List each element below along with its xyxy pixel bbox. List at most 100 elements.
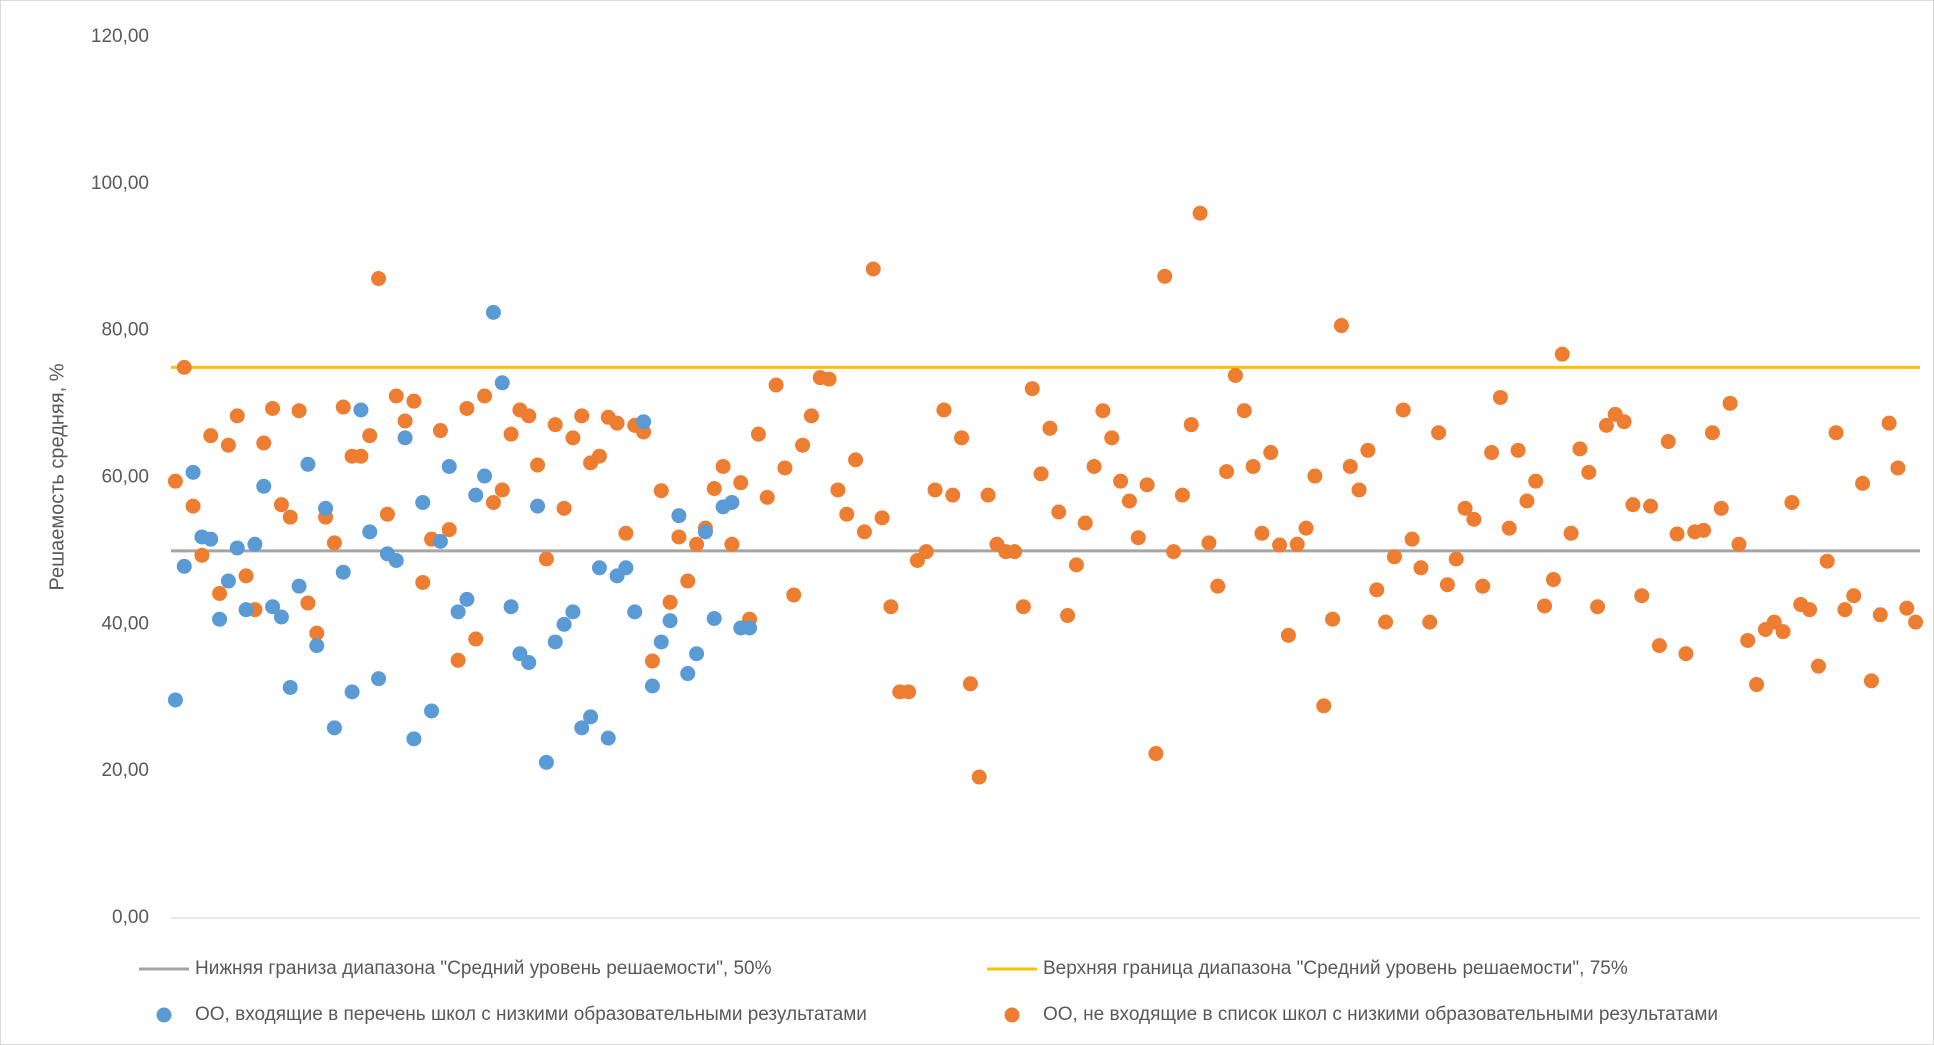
- legend-label: ОО, не входящие в список школ с низкими …: [1043, 1004, 1718, 1025]
- scatter-point: [335, 399, 351, 415]
- scatter-point: [459, 400, 475, 416]
- scatter-point: [1157, 268, 1173, 284]
- scatter-point: [1899, 600, 1915, 616]
- scatter-point: [256, 435, 272, 451]
- scatter-point: [503, 426, 519, 442]
- scatter-point: [662, 594, 678, 610]
- scatter-point: [1775, 624, 1791, 640]
- scatter-point: [441, 458, 457, 474]
- scatter-point: [1280, 627, 1296, 643]
- scatter-point: [1201, 535, 1217, 551]
- scatter-point: [574, 408, 590, 424]
- scatter-point: [371, 671, 387, 687]
- scatter-point: [680, 573, 696, 589]
- scatter-point: [1121, 493, 1137, 509]
- scatter-point: [936, 402, 952, 418]
- scatter-point: [229, 408, 245, 424]
- y-tick-label: 20,00: [101, 760, 149, 781]
- scatter-point: [344, 684, 360, 700]
- scatter-point: [477, 468, 493, 484]
- legend-swatch: [156, 1007, 172, 1023]
- scatter-point: [1704, 425, 1720, 441]
- scatter-point: [1033, 466, 1049, 482]
- scatter-point: [477, 388, 493, 404]
- scatter-point: [1545, 572, 1561, 588]
- scatter-point: [300, 456, 316, 472]
- scatter-point: [636, 414, 652, 430]
- scatter-point: [362, 524, 378, 540]
- scatter-point: [750, 426, 766, 442]
- scatter-point: [1846, 588, 1862, 604]
- scatter-point: [1254, 525, 1270, 541]
- scatter-point: [1908, 614, 1924, 630]
- scatter-point: [326, 720, 342, 736]
- y-tick-label: 80,00: [101, 320, 149, 341]
- scatter-point: [830, 482, 846, 498]
- scatter-point: [1740, 632, 1756, 648]
- scatter-point: [609, 415, 625, 431]
- scatter-point: [821, 371, 837, 387]
- scatter-point: [1024, 381, 1040, 397]
- scatter-point: [1872, 607, 1888, 623]
- scatter-point: [353, 448, 369, 464]
- scatter-point: [1563, 525, 1579, 541]
- scatter-point: [786, 587, 802, 603]
- scatter-point: [1537, 598, 1553, 614]
- scatter-point: [1369, 582, 1385, 598]
- scatter-point: [1484, 445, 1500, 461]
- scatter-point: [432, 533, 448, 549]
- scatter-point: [600, 730, 616, 746]
- scatter-point: [618, 525, 634, 541]
- scatter-point: [1696, 522, 1712, 538]
- scatter-point: [777, 460, 793, 476]
- scatter-point: [1643, 498, 1659, 514]
- scatter-point: [768, 377, 784, 393]
- scatter-point: [1351, 482, 1367, 498]
- scatter-point: [1113, 473, 1129, 489]
- scatter-point: [1722, 395, 1738, 411]
- scatter-point: [326, 535, 342, 551]
- scatter-point: [282, 679, 298, 695]
- scatter-point: [1342, 458, 1358, 474]
- scatter-point: [927, 482, 943, 498]
- scatter-point: [494, 482, 510, 498]
- scatter-point: [388, 552, 404, 568]
- scatter-point: [618, 560, 634, 576]
- scatter-point: [538, 754, 554, 770]
- scatter-point: [1519, 493, 1535, 509]
- scatter-point: [856, 524, 872, 540]
- scatter-point: [432, 423, 448, 439]
- legend-label: Нижняя граниза диапазона "Средний уровен…: [195, 958, 772, 979]
- scatter-point: [247, 536, 263, 552]
- scatter-point: [1528, 473, 1544, 489]
- scatter-point: [1395, 402, 1411, 418]
- scatter-point: [662, 613, 678, 629]
- scatter-point: [1219, 464, 1235, 480]
- scatter-point: [406, 393, 422, 409]
- scatter-point: [1651, 638, 1667, 654]
- scatter-point: [256, 478, 272, 494]
- scatter-point: [530, 498, 546, 514]
- scatter-point: [167, 692, 183, 708]
- scatter-point: [1669, 526, 1685, 542]
- scatter-point: [1784, 494, 1800, 510]
- scatter-point: [1731, 536, 1747, 552]
- scatter-point: [1042, 420, 1058, 436]
- scatter-point: [415, 494, 431, 510]
- scatter-point: [644, 653, 660, 669]
- scatter-point: [556, 500, 572, 516]
- scatter-point: [583, 709, 599, 725]
- scatter-point: [1325, 611, 1341, 627]
- scatter-point: [212, 585, 228, 601]
- scatter-point: [715, 458, 731, 474]
- scatter-point: [1422, 614, 1438, 630]
- scatter-point: [203, 531, 219, 547]
- scatter-point: [671, 508, 687, 524]
- scatter-point: [962, 676, 978, 692]
- scatter-point: [1492, 389, 1508, 405]
- scatter-point: [185, 464, 201, 480]
- scatter-point: [1333, 318, 1349, 334]
- scatter-point: [565, 604, 581, 620]
- scatter-point: [1192, 205, 1208, 221]
- y-tick-label: 60,00: [101, 467, 149, 488]
